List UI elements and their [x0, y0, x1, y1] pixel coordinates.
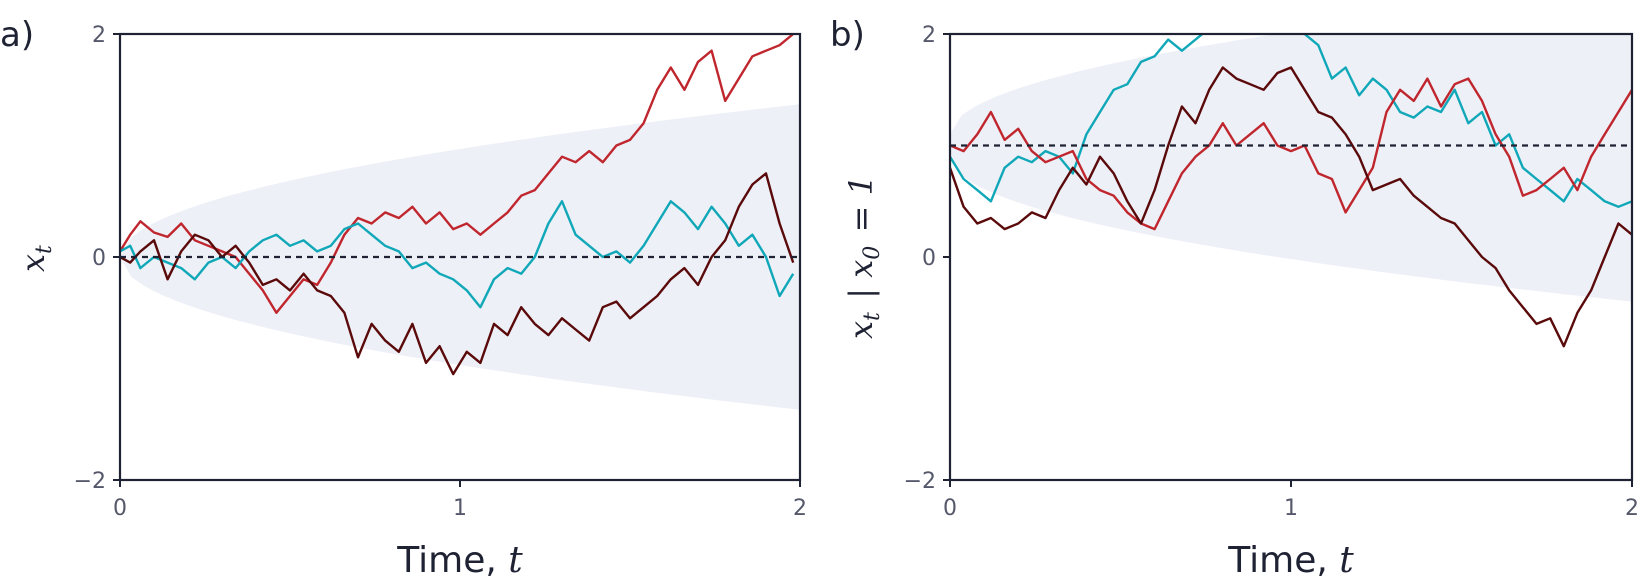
- y-axis-label-ylabel-sub: t: [860, 312, 885, 321]
- y-tick-label: −2: [74, 469, 106, 494]
- y-axis-label-ylabel-base: x: [842, 321, 880, 339]
- y-axis-label-ylabel-base: x: [14, 254, 52, 272]
- x-axis-label-var: t: [508, 540, 523, 581]
- x-tick-label: 0: [113, 496, 127, 521]
- y-axis-label: xt | x0 = 1: [842, 175, 885, 339]
- sample-path-1: [950, 34, 1632, 209]
- x-axis-label-var: t: [1339, 540, 1354, 581]
- sample-path-3: [950, 66, 1632, 348]
- y-tick-label: 2: [92, 23, 106, 48]
- y-tick-label: 0: [92, 246, 106, 271]
- x-axis-label: Time, t: [1227, 540, 1354, 581]
- panel-label: b): [830, 15, 865, 55]
- sample-path-2: [950, 77, 1632, 231]
- sample-path-2: [120, 200, 795, 309]
- y-tick-label: −2: [904, 469, 936, 494]
- y-axis-label-ylabel-rest: = 1: [842, 175, 880, 243]
- x-tick-label: 2: [793, 496, 807, 521]
- variance-band: [950, 34, 1632, 302]
- x-tick-label: 0: [943, 496, 957, 521]
- variance-band: [120, 104, 800, 410]
- y-axis-label: xt: [14, 242, 57, 272]
- y-axis-label-ylabel-sub: t: [32, 245, 57, 254]
- x-tick-label: 1: [1284, 496, 1298, 521]
- sample-path-3: [120, 172, 795, 376]
- y-tick-label: 0: [922, 246, 936, 271]
- x-axis-label-text: Time,: [1227, 540, 1339, 581]
- x-tick-label: 1: [453, 496, 467, 521]
- y-axis-label-ylabel-tail-sub: 0: [860, 246, 885, 260]
- y-axis-label-ylabel-tail: | x: [842, 260, 880, 309]
- x-tick-label: 2: [1625, 496, 1639, 521]
- x-axis-label-text: Time,: [396, 540, 508, 581]
- panel-label: a): [0, 15, 34, 55]
- y-tick-label: 2: [922, 23, 936, 48]
- x-axis-label: Time, t: [396, 540, 523, 581]
